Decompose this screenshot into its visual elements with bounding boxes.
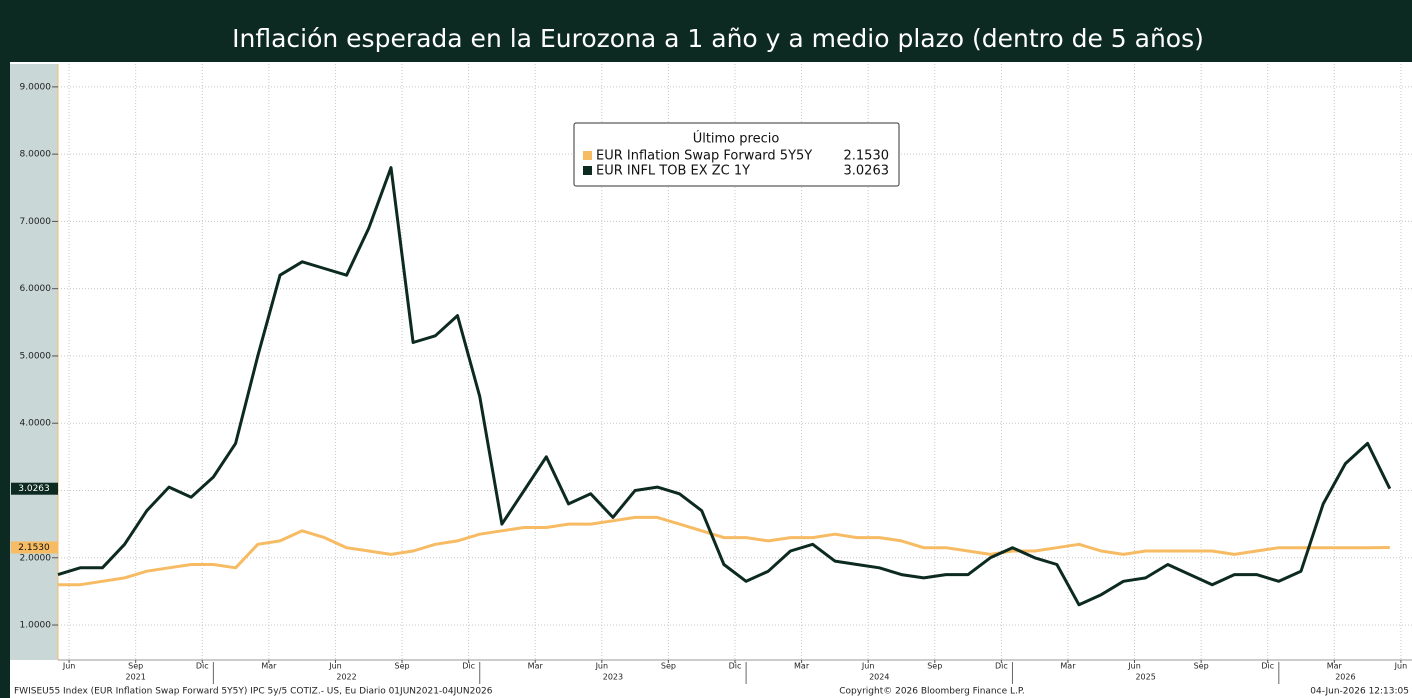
year-label: 2026 <box>1335 673 1355 682</box>
y-tick-label: 7.0000 <box>20 217 52 227</box>
x-tick-label: Dic <box>729 662 742 671</box>
title-bar <box>0 0 1412 62</box>
y-tick-label: 5.0000 <box>20 351 52 361</box>
year-label: 2022 <box>336 673 356 682</box>
legend-value: 3.0263 <box>844 164 890 179</box>
legend-label: EUR INFL TOB EX ZC 1Y <box>596 164 750 179</box>
x-tick-label: Jun <box>1394 662 1408 671</box>
x-tick-label: Jun <box>595 662 609 671</box>
x-tick-label: Mar <box>1327 662 1343 671</box>
chart-title: Inflación esperada en la Eurozona a 1 añ… <box>232 24 1204 53</box>
last-value-tag <box>11 482 58 495</box>
y-tick-label: 6.0000 <box>20 284 52 294</box>
last-value-label: 2.1530 <box>18 543 50 553</box>
x-tick-label: Dic <box>196 662 209 671</box>
legend-value: 2.1530 <box>844 149 890 164</box>
x-tick-label: Sep <box>128 662 143 671</box>
legend: Último precio EUR Inflation Swap Forward… <box>573 122 900 187</box>
year-label: 2023 <box>603 673 623 682</box>
x-tick-label: Mar <box>261 662 277 671</box>
x-tick-label: Jun <box>328 662 342 671</box>
x-tick-label: Jun <box>861 662 875 671</box>
series-line <box>58 515 1390 587</box>
y-tick-label: 2.0000 <box>20 553 52 563</box>
year-label: 2024 <box>869 673 889 682</box>
x-tick-label: Sep <box>927 662 942 671</box>
last-value-tag <box>11 541 58 554</box>
footer-center: Copyright© 2026 Bloomberg Finance L.P. <box>839 687 1024 697</box>
y-axis-panel <box>10 64 58 660</box>
y-tick-label: 1.0000 <box>20 621 52 631</box>
footer-right: 04-Jun-2026 12:13:05 <box>1310 687 1409 697</box>
x-tick-label: Sep <box>661 662 676 671</box>
x-tick-label: Dic <box>462 662 475 671</box>
x-tick-label: Mar <box>794 662 810 671</box>
footer-left: FWISEU55 Index (EUR Inflation Swap Forwa… <box>14 687 493 697</box>
series-line <box>57 166 1392 607</box>
year-label: 2021 <box>126 673 146 682</box>
x-tick-label: Mar <box>1060 662 1076 671</box>
x-tick-label: Jun <box>62 662 76 671</box>
x-tick-label: Sep <box>395 662 410 671</box>
legend-title: Último precio <box>693 131 780 147</box>
y-tick-label: 4.0000 <box>20 419 52 429</box>
x-tick-label: Jun <box>1127 662 1141 671</box>
x-tick-label: Dic <box>995 662 1008 671</box>
legend-box <box>573 122 900 187</box>
y-tick-label: 9.0000 <box>20 82 52 92</box>
year-label: 2025 <box>1135 673 1155 682</box>
legend-label: EUR Inflation Swap Forward 5Y5Y <box>596 149 812 164</box>
y-tick-label: 8.0000 <box>20 150 52 160</box>
legend-swatch <box>583 151 592 160</box>
x-tick-label: Dic <box>1261 662 1274 671</box>
legend-swatch <box>583 166 592 175</box>
x-tick-label: Mar <box>528 662 544 671</box>
x-tick-label: Sep <box>1194 662 1209 671</box>
last-value-label: 3.0263 <box>18 484 50 494</box>
